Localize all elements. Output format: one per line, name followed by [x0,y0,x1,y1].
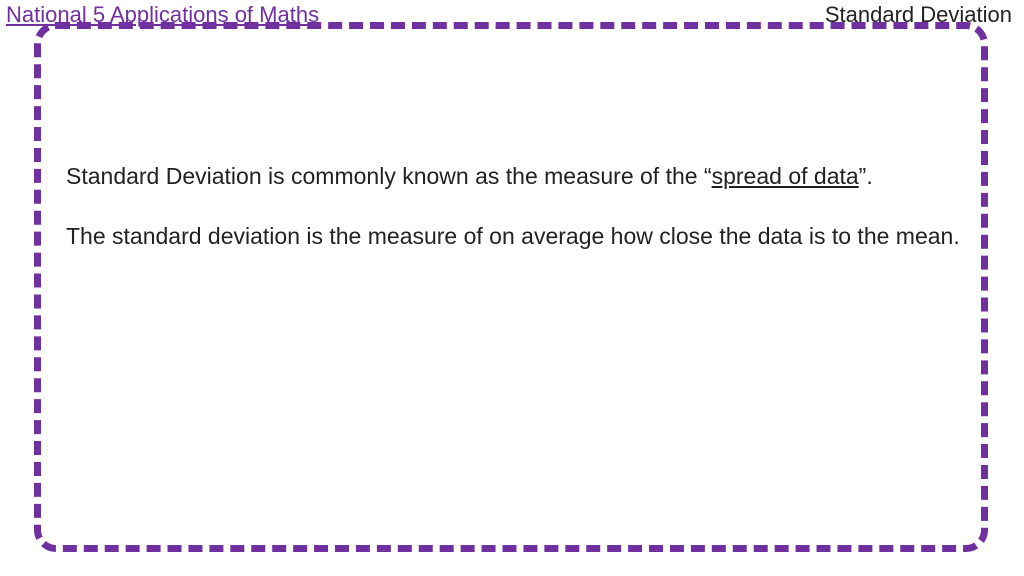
content-border [34,22,988,552]
paragraph-1: Standard Deviation is commonly known as … [66,160,966,192]
p1-prefix: Standard Deviation is commonly known as … [66,163,712,189]
p1-underlined: spread of data [712,163,859,189]
p1-suffix: ”. [859,163,873,189]
slide-content: Standard Deviation is commonly known as … [66,160,966,280]
paragraph-2: The standard deviation is the measure of… [66,220,966,252]
